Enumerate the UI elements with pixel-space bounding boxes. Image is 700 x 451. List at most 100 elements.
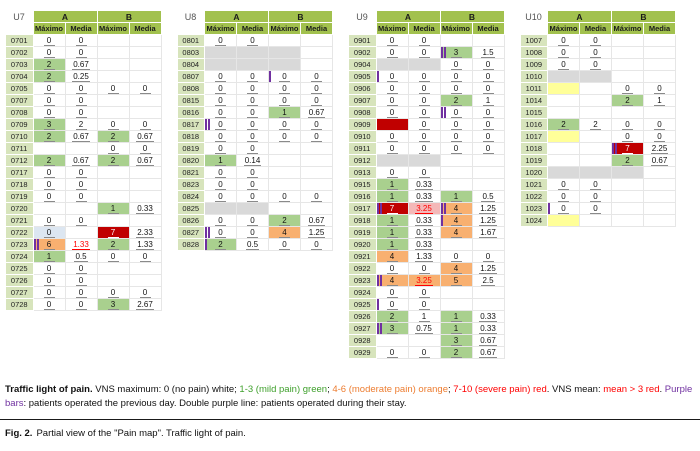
table-row: 0926 2 1 1 0.33	[348, 310, 505, 323]
pain-cell: 0	[204, 142, 237, 155]
pain-value: 1	[43, 252, 55, 262]
pain-cell	[96, 262, 130, 275]
pain-cell: 4	[268, 226, 301, 239]
pain-cell: 0	[236, 130, 269, 143]
pain-cell: 0	[236, 166, 269, 179]
purple-bar-marker	[376, 203, 379, 214]
pain-cell	[375, 334, 409, 347]
legend-segment: VNS maximum: 0 (no pain) white;	[92, 384, 240, 395]
pain-value: 0	[450, 72, 462, 82]
group-a-header: A	[204, 10, 269, 23]
pain-value: 0	[279, 192, 290, 202]
pain-value: 0	[215, 192, 226, 202]
pain-value: 4	[450, 228, 462, 238]
pain-cell	[579, 106, 612, 119]
pain-value: 3	[386, 324, 398, 334]
pain-cell	[236, 58, 269, 71]
pain-value: 0	[386, 108, 398, 118]
table-row: 1018 7 2.25	[519, 142, 676, 155]
patient-room-label: 1021	[519, 178, 548, 191]
purple-bar-marker	[269, 71, 271, 82]
pain-cell: 0	[471, 130, 505, 143]
patient-room-label: 0926	[348, 310, 377, 323]
patient-room-label: 1010	[519, 70, 548, 83]
unit-label: U10	[520, 10, 548, 23]
pain-value: 0	[418, 48, 430, 58]
pain-value: 0	[247, 228, 258, 238]
pain-cell	[128, 94, 162, 107]
purple-bar-marker	[440, 107, 443, 118]
pain-cell: 0	[439, 130, 473, 143]
pain-cell	[96, 58, 130, 71]
max-column-header: Máximo	[547, 22, 580, 35]
pain-value: 1	[107, 204, 119, 214]
pain-value: 0	[215, 144, 226, 154]
pain-cell: 0.67	[300, 106, 333, 119]
pain-cell: 1	[643, 94, 676, 107]
pain-cell: 0	[407, 130, 441, 143]
pain-value: 0	[247, 72, 258, 82]
pain-cell: 0	[32, 106, 66, 119]
pain-value: 0	[75, 168, 87, 178]
patient-room-label: 0909	[348, 118, 377, 131]
patient-room-label: 0820	[176, 154, 205, 167]
pain-cell	[439, 286, 473, 299]
table-row: 0819 0 0	[176, 142, 333, 155]
table-row: 0912	[348, 154, 505, 167]
pain-value: 0	[107, 84, 119, 94]
pain-cell: 0	[64, 106, 98, 119]
pain-value: 0	[654, 84, 665, 94]
pain-cell: 0	[204, 34, 237, 47]
pain-cell: 1	[375, 238, 409, 251]
pain-cell: 0.67	[128, 154, 162, 167]
pain-value: 0	[418, 120, 430, 130]
pain-cell: 0	[407, 142, 441, 155]
pain-value: 0.67	[650, 155, 669, 166]
pain-value: 0.14	[243, 155, 262, 166]
pain-cell	[611, 178, 644, 191]
pain-value: 4	[450, 204, 462, 214]
pain-value: 0	[247, 96, 258, 106]
table-row: 1008 0 0	[519, 46, 676, 59]
pain-value: 1	[654, 96, 665, 106]
pain-value: 1	[418, 312, 430, 322]
pain-cell: 0	[32, 82, 66, 95]
pain-cell	[471, 298, 505, 311]
patient-room-label: 0905	[348, 70, 377, 83]
pain-value: 0	[450, 108, 462, 118]
pain-cell: 2	[96, 238, 130, 251]
table-row: 0705 0 0 0 0	[5, 82, 162, 95]
pain-value: 1	[279, 108, 290, 118]
pain-value: 0	[279, 240, 290, 250]
pain-value: 0	[75, 276, 87, 286]
pain-cell: 0	[611, 82, 644, 95]
pain-cell: 0	[32, 274, 66, 287]
patient-room-label: 0913	[348, 166, 377, 179]
pain-value: 2.33	[136, 227, 154, 238]
patient-room-label: 0719	[5, 190, 34, 203]
pain-cell	[611, 214, 644, 227]
pain-cell: 0	[128, 286, 162, 299]
pain-cell: 0.33	[407, 214, 441, 227]
patient-room-label: 0928	[348, 334, 377, 347]
unit-label: U9	[348, 10, 376, 23]
pain-value: 0	[622, 84, 633, 94]
pain-value: 1	[450, 192, 462, 202]
pain-cell	[300, 142, 333, 155]
pain-cell	[611, 46, 644, 59]
patient-room-label: 1014	[519, 94, 548, 107]
table-row: 0701 0 0	[5, 34, 162, 47]
pain-value: 2	[558, 120, 569, 130]
pain-cell	[439, 166, 473, 179]
legend-segment: Traffic light of pain.	[5, 384, 93, 395]
pain-value: 4	[450, 264, 462, 274]
pain-cell	[643, 178, 676, 191]
max-column-header: Máximo	[96, 22, 130, 35]
pain-cell: 0.33	[471, 322, 505, 335]
patient-room-label: 0703	[5, 58, 34, 71]
pain-value: 0	[247, 168, 258, 178]
table-row: 0907 0 0 2 1	[348, 94, 505, 107]
patient-room-label: 0919	[348, 226, 377, 239]
legend-segment: 7-10 (severe pain) red	[453, 384, 547, 395]
pain-cell	[32, 202, 66, 215]
